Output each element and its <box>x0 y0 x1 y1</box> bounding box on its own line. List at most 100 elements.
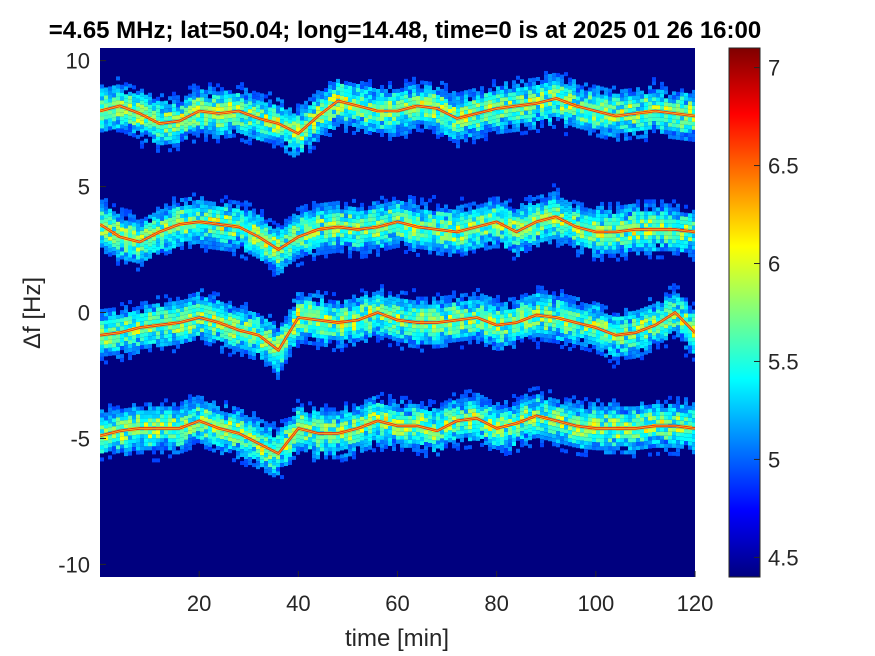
heatmap-cell <box>628 232 632 237</box>
heatmap-cell <box>292 121 296 126</box>
heatmap-cell <box>496 204 500 209</box>
heatmap-cell <box>256 246 260 251</box>
heatmap-cell <box>380 116 384 121</box>
heatmap-cell <box>192 224 196 229</box>
heatmap-cell <box>644 94 648 99</box>
heatmap-cell <box>340 304 344 309</box>
heatmap-cell <box>240 352 244 357</box>
heatmap-cell <box>116 354 120 359</box>
heatmap-cell <box>464 324 468 329</box>
heatmap-cell <box>228 122 232 127</box>
heatmap-cell <box>348 117 352 122</box>
heatmap-cell <box>356 337 360 342</box>
heatmap-cell <box>404 130 408 135</box>
heatmap-cell <box>544 237 548 242</box>
heatmap-cell <box>480 297 484 302</box>
heatmap-cell <box>524 221 528 226</box>
heatmap-cell <box>300 217 304 222</box>
heatmap-cell <box>464 336 468 341</box>
heatmap-cell <box>300 148 304 153</box>
heatmap-cell <box>272 360 276 365</box>
heatmap-cell <box>120 88 124 93</box>
heatmap-cell <box>388 128 392 133</box>
heatmap-cell <box>472 104 476 109</box>
heatmap-cell <box>540 321 544 326</box>
heatmap-cell <box>164 108 168 113</box>
heatmap-cell <box>552 108 556 113</box>
heatmap-cell <box>396 132 400 137</box>
heatmap-cell <box>456 108 460 113</box>
heatmap-cell <box>684 120 688 125</box>
heatmap-cell <box>136 227 140 232</box>
heatmap-cell <box>136 322 140 327</box>
heatmap-cell <box>672 103 676 108</box>
heatmap-cell <box>240 324 244 329</box>
heatmap-cell <box>184 237 188 242</box>
heatmap-cell <box>692 241 695 246</box>
heatmap-cell <box>280 135 284 140</box>
heatmap-cell <box>460 293 464 298</box>
heatmap-cell <box>260 137 264 142</box>
heatmap-cell <box>372 315 376 320</box>
heatmap-cell <box>280 127 284 132</box>
heatmap-cell <box>364 298 368 303</box>
heatmap-cell <box>144 332 148 337</box>
heatmap-cell <box>268 345 272 350</box>
heatmap-cell <box>200 212 204 217</box>
heatmap-cell <box>516 304 520 309</box>
heatmap-cell <box>656 219 660 224</box>
heatmap-cell <box>344 213 348 218</box>
heatmap-cell <box>248 214 252 219</box>
heatmap-cell <box>532 204 536 209</box>
heatmap-cell <box>540 238 544 243</box>
heatmap-cell <box>328 221 332 226</box>
heatmap-cell <box>244 248 248 253</box>
heatmap-cell <box>660 215 664 220</box>
heatmap-cell <box>344 104 348 109</box>
heatmap-cell <box>512 128 516 133</box>
heatmap-cell <box>532 309 536 314</box>
heatmap-cell <box>632 107 636 112</box>
heatmap-cell <box>264 223 268 228</box>
heatmap-cell <box>124 313 128 318</box>
heatmap-cell <box>544 78 548 83</box>
heatmap-cell <box>524 245 528 250</box>
heatmap-cell <box>580 97 584 102</box>
heatmap-cell <box>192 208 196 213</box>
heatmap-cell <box>452 245 456 250</box>
heatmap-cell <box>440 215 444 220</box>
heatmap-cell <box>348 234 352 239</box>
heatmap-cell <box>616 101 620 106</box>
heatmap-cell <box>464 247 468 252</box>
heatmap-cell <box>260 225 264 230</box>
heatmap-cell <box>408 218 412 223</box>
heatmap-cell <box>164 338 168 343</box>
heatmap-cell <box>168 241 172 246</box>
heatmap-cell <box>468 230 472 235</box>
heatmap-cell <box>356 119 360 124</box>
heatmap-cell <box>520 107 524 112</box>
heatmap-cell <box>200 312 204 317</box>
heatmap-cell <box>508 112 512 117</box>
heatmap-cell <box>120 219 124 224</box>
heatmap-cell <box>212 205 216 210</box>
heatmap-cell <box>136 94 140 99</box>
heatmap-cell <box>320 95 324 100</box>
heatmap-cell <box>264 122 268 127</box>
heatmap-cell <box>224 239 228 244</box>
heatmap-cell <box>236 121 240 126</box>
heatmap-cell <box>180 335 184 340</box>
heatmap-cell <box>228 312 232 317</box>
heatmap-cell <box>300 225 304 230</box>
heatmap-cell <box>296 292 300 297</box>
heatmap-cell <box>308 117 312 122</box>
heatmap-cell <box>584 94 588 99</box>
heatmap-cell <box>404 331 408 336</box>
heatmap-cell <box>116 120 120 125</box>
heatmap-cell <box>512 256 516 261</box>
heatmap-cell <box>436 130 440 135</box>
heatmap-cell <box>100 352 104 357</box>
heatmap-cell <box>336 308 340 313</box>
heatmap-cell <box>416 124 420 129</box>
heatmap-cell <box>528 110 532 115</box>
